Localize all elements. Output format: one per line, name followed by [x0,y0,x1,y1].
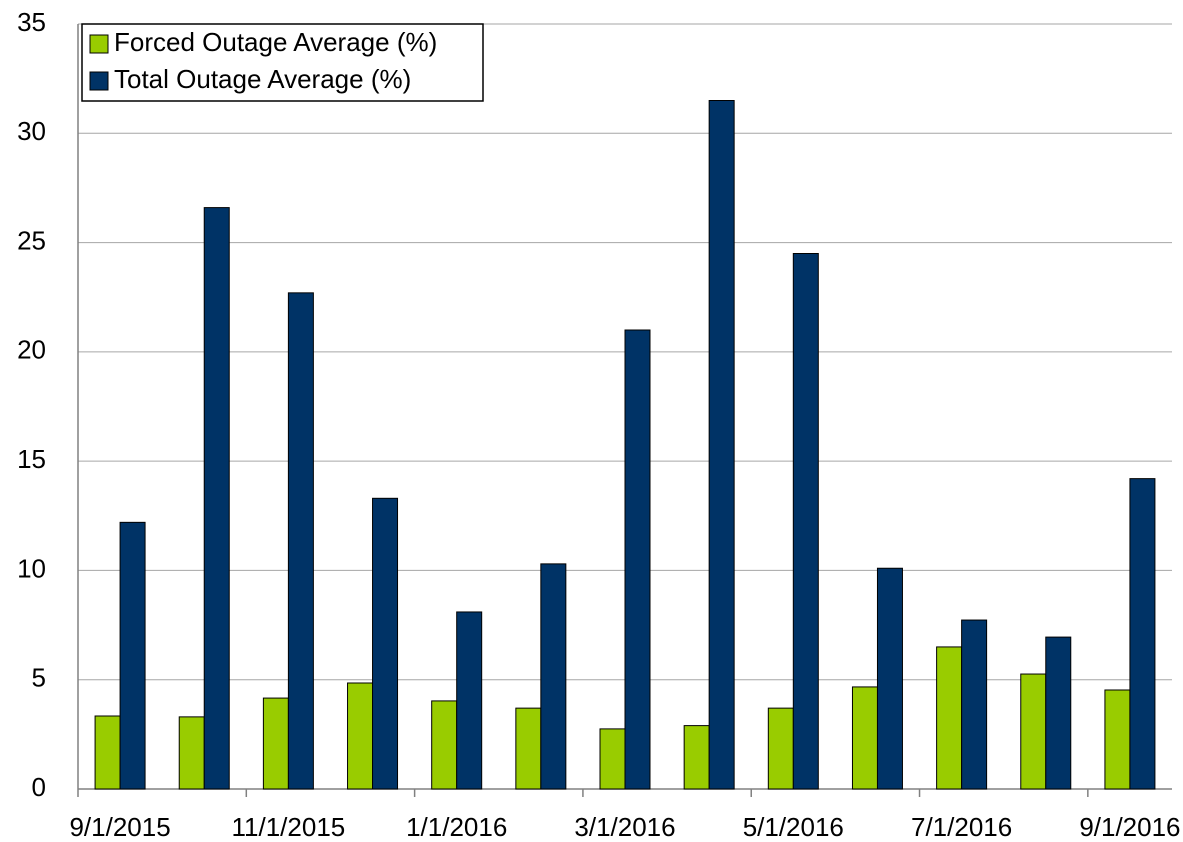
bar [792,253,819,790]
bar [515,707,542,790]
bar [624,329,651,790]
y-tick-label: 20 [17,335,46,365]
y-tick-label: 25 [17,225,46,255]
y-tick-label: 15 [17,444,46,474]
y-tick-label: 0 [32,772,46,802]
legend-box [81,23,484,102]
legend-swatch [89,34,109,54]
x-tick-label: 9/1/2016 [1079,812,1180,842]
bar [767,707,794,790]
bar [708,100,735,790]
y-tick-label: 30 [17,116,46,146]
bar [262,697,289,790]
bar [876,567,903,790]
bar [287,292,314,790]
bar [599,728,626,790]
legend-label: Total Outage Average (%) [114,64,411,94]
bar [683,725,710,790]
bar [1045,636,1072,790]
bar [347,682,374,790]
bar [961,619,988,790]
y-tick-label: 10 [17,553,46,583]
bar [1104,689,1131,790]
bar [540,563,567,790]
x-tick-label: 7/1/2016 [911,812,1012,842]
x-tick-label: 3/1/2016 [574,812,675,842]
legend-label: Forced Outage Average (%) [114,27,437,57]
legend-swatch [89,71,109,91]
x-tick-label: 9/1/2015 [69,812,170,842]
bar [1020,673,1047,790]
x-tick-label: 11/1/2015 [232,812,346,842]
bar [94,715,121,790]
bar [119,521,146,790]
y-tick-label: 35 [17,7,46,37]
bar [936,646,963,790]
bar [431,700,458,790]
x-tick-label: 5/1/2016 [743,812,844,842]
bar [456,611,483,790]
y-tick-label: 5 [32,663,46,693]
x-tick-label: 1/1/2016 [406,812,507,842]
bar [203,207,230,790]
bar [372,497,399,790]
bar [1129,478,1156,790]
bar [178,716,205,790]
bar [851,686,878,790]
